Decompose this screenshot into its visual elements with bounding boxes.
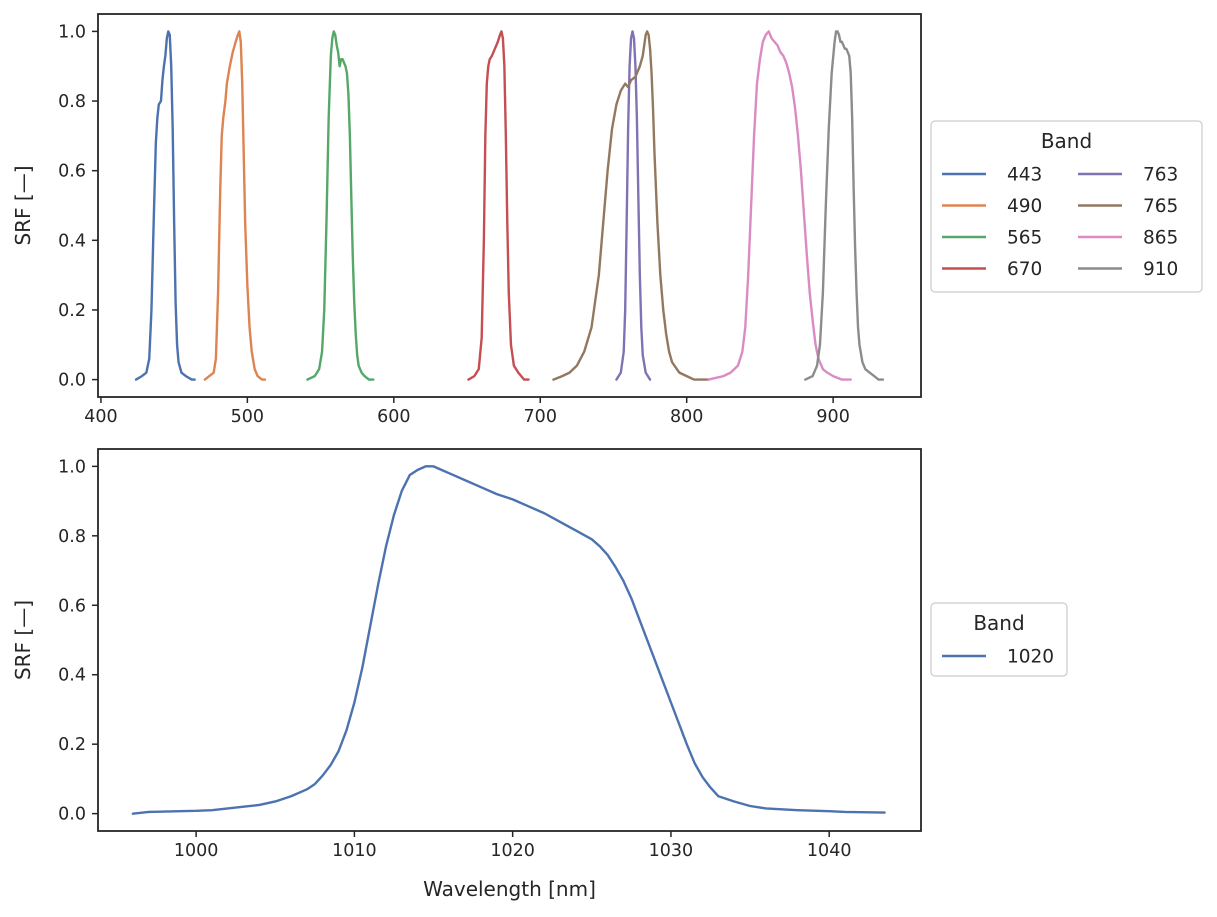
legend-box <box>930 120 1203 293</box>
bottom-y-axis-label: SRF [—] <box>11 600 35 680</box>
x-tick-label: 900 <box>816 407 849 427</box>
series-line-565 <box>306 30 375 381</box>
plot-panel-1: 1000 1010 1020 1030 1040 0.0 0.2 0.4 0.6 0.8 1.0 Ba… <box>58 448 1068 861</box>
y-tick-label: 1.0 <box>58 457 86 477</box>
series-line-763 <box>615 30 652 381</box>
series-line-443 <box>134 30 196 381</box>
legend-entry-910: 910 <box>1143 259 1178 280</box>
x-tick-label: 1040 <box>807 841 852 861</box>
series-line-910 <box>804 30 885 381</box>
x-tick-label: 500 <box>231 407 264 427</box>
y-tick-label: 0.2 <box>58 301 86 321</box>
plot-frame-0 <box>97 13 922 398</box>
y-tick-label: 0.8 <box>58 527 86 547</box>
legend-entry-443: 443 <box>1007 165 1042 186</box>
y-tick-label: 0.0 <box>58 371 86 391</box>
series-line-765 <box>552 30 710 381</box>
x-tick-label: 600 <box>377 407 410 427</box>
x-tick-label: 700 <box>524 407 557 427</box>
legend-0: Band 443 490 565 670 763 765 865 910 <box>930 120 1203 293</box>
plot-frame-1 <box>97 448 922 832</box>
plot-panel-0: 400 500 600 700 800 900 0.0 0.2 0.4 0.6 0.8 1.0 Band… <box>58 13 1203 427</box>
x-tick-label: 400 <box>84 407 117 427</box>
legend-entry-1020: 1020 <box>1007 647 1054 668</box>
y-tick-label: 0.0 <box>58 805 86 825</box>
legend-title: Band <box>1041 129 1092 153</box>
x-tick-label: 1030 <box>649 841 694 861</box>
y-tick-label: 0.6 <box>58 162 86 182</box>
top-y-axis-label: SRF [—] <box>11 165 35 245</box>
legend-entry-670: 670 <box>1007 259 1042 280</box>
y-tick-label: 0.2 <box>58 735 86 755</box>
legend-entry-565: 565 <box>1007 228 1042 249</box>
legend-entry-765: 765 <box>1143 196 1178 217</box>
x-tick-label: 800 <box>670 407 703 427</box>
series-line-1020 <box>131 465 886 815</box>
series-line-865 <box>707 30 852 381</box>
legend-1: Band 1020 <box>930 602 1068 677</box>
legend-entry-763: 763 <box>1143 165 1178 186</box>
legend-title: Band <box>973 611 1024 635</box>
y-tick-label: 0.4 <box>58 666 86 686</box>
bottom-x-axis-label: Wavelength [nm] <box>423 877 596 901</box>
y-tick-label: 0.6 <box>58 596 86 616</box>
legend-entry-865: 865 <box>1143 228 1178 249</box>
x-tick-label: 1010 <box>332 841 377 861</box>
y-tick-label: 1.0 <box>58 22 86 42</box>
x-tick-label: 1000 <box>174 841 219 861</box>
series-line-490 <box>203 30 267 381</box>
legend-entry-490: 490 <box>1007 196 1042 217</box>
y-tick-label: 0.4 <box>58 231 86 251</box>
series-line-670 <box>467 30 530 381</box>
y-tick-label: 0.8 <box>58 92 86 112</box>
x-tick-label: 1020 <box>490 841 535 861</box>
legend-box <box>930 602 1068 677</box>
